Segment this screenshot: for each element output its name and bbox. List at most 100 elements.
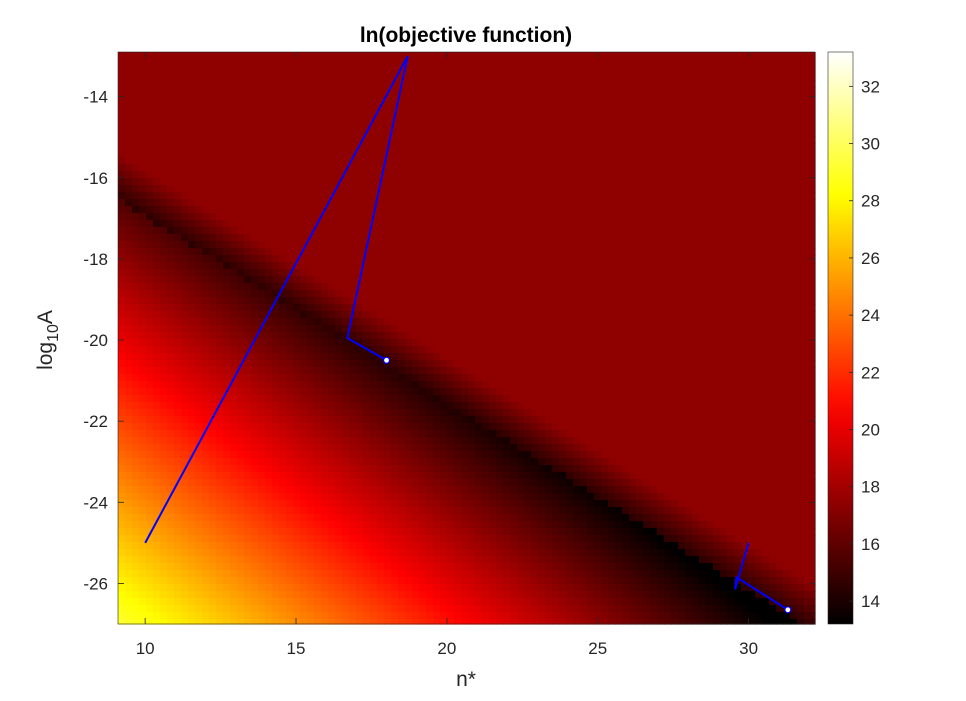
heatmap-cell bbox=[160, 143, 168, 151]
heatmap-cell bbox=[356, 451, 364, 459]
heatmap-cell bbox=[321, 507, 329, 515]
heatmap-cell bbox=[482, 297, 490, 305]
heatmap-cell bbox=[482, 332, 490, 340]
heatmap-cell bbox=[307, 528, 315, 536]
heatmap-cell bbox=[447, 136, 455, 144]
heatmap-cell bbox=[307, 605, 315, 613]
heatmap-cell bbox=[419, 101, 427, 109]
heatmap-cell bbox=[195, 388, 203, 396]
heatmap-cell bbox=[153, 59, 161, 67]
heatmap-cell bbox=[531, 185, 539, 193]
heatmap-cell bbox=[300, 563, 308, 571]
heatmap-cell bbox=[314, 290, 322, 298]
heatmap-cell bbox=[251, 507, 259, 515]
heatmap-cell bbox=[160, 584, 168, 592]
heatmap-cell bbox=[314, 101, 322, 109]
heatmap-cell bbox=[139, 339, 147, 347]
heatmap-cell bbox=[258, 549, 266, 557]
heatmap-cell bbox=[188, 500, 196, 508]
heatmap-cell bbox=[454, 178, 462, 186]
heatmap-cell bbox=[181, 52, 189, 60]
heatmap-cell bbox=[468, 577, 476, 585]
heatmap-cell bbox=[440, 458, 448, 466]
heatmap-cell bbox=[258, 87, 266, 95]
heatmap-cell bbox=[293, 115, 301, 123]
heatmap-cell bbox=[293, 255, 301, 263]
heatmap-cell bbox=[496, 486, 504, 494]
heatmap-cell bbox=[209, 234, 217, 242]
heatmap-cell bbox=[139, 619, 147, 625]
heatmap-cell bbox=[202, 381, 210, 389]
heatmap-cell bbox=[146, 430, 154, 438]
heatmap-cell bbox=[314, 192, 322, 200]
heatmap-cell bbox=[160, 605, 168, 613]
heatmap-cell bbox=[146, 360, 154, 368]
heatmap-cell bbox=[286, 276, 294, 284]
heatmap-cell bbox=[356, 178, 364, 186]
heatmap-cell bbox=[293, 619, 301, 625]
heatmap-cell bbox=[496, 521, 504, 529]
heatmap-cell bbox=[181, 367, 189, 375]
heatmap-cell bbox=[307, 444, 315, 452]
heatmap-cell bbox=[349, 234, 357, 242]
heatmap-cell bbox=[405, 353, 413, 361]
heatmap-cell bbox=[286, 409, 294, 417]
heatmap-cell bbox=[475, 185, 483, 193]
heatmap-cell bbox=[370, 101, 378, 109]
heatmap-cell bbox=[349, 80, 357, 88]
heatmap-cell bbox=[146, 199, 154, 207]
heatmap-cell bbox=[510, 311, 518, 319]
heatmap-cell bbox=[314, 353, 322, 361]
heatmap-cell bbox=[496, 570, 504, 578]
heatmap-cell bbox=[146, 472, 154, 480]
heatmap-cell bbox=[503, 612, 511, 620]
heatmap-cell bbox=[139, 416, 147, 424]
heatmap-cell bbox=[237, 129, 245, 137]
heatmap-cell bbox=[475, 402, 483, 410]
heatmap-cell bbox=[489, 542, 497, 550]
heatmap-cell bbox=[265, 619, 273, 625]
heatmap-cell bbox=[244, 206, 252, 214]
heatmap-cell bbox=[230, 493, 238, 501]
heatmap-cell bbox=[314, 591, 322, 599]
heatmap-cell bbox=[230, 234, 238, 242]
heatmap-cell bbox=[335, 276, 343, 284]
heatmap-cell bbox=[132, 332, 140, 340]
heatmap-cell bbox=[202, 311, 210, 319]
heatmap-cell bbox=[237, 374, 245, 382]
heatmap-cell bbox=[188, 437, 196, 445]
heatmap-cell bbox=[258, 360, 266, 368]
heatmap-cell bbox=[202, 255, 210, 263]
heatmap-cell bbox=[314, 171, 322, 179]
heatmap-cell bbox=[468, 479, 476, 487]
heatmap-cell bbox=[244, 381, 252, 389]
heatmap-cell bbox=[202, 199, 210, 207]
heatmap-cell bbox=[496, 465, 504, 473]
heatmap-cell bbox=[503, 395, 511, 403]
heatmap-cell bbox=[447, 150, 455, 158]
heatmap-cell bbox=[209, 318, 217, 326]
heatmap-cell bbox=[489, 234, 497, 242]
heatmap-cell bbox=[132, 192, 140, 200]
heatmap-cell bbox=[384, 108, 392, 116]
heatmap-cell bbox=[209, 563, 217, 571]
heatmap-cell bbox=[447, 206, 455, 214]
heatmap-cell bbox=[202, 332, 210, 340]
heatmap-cell bbox=[139, 563, 147, 571]
heatmap-cell bbox=[139, 143, 147, 151]
heatmap-cell bbox=[321, 416, 329, 424]
heatmap-cell bbox=[531, 507, 539, 515]
heatmap-cell bbox=[272, 311, 280, 319]
heatmap-cell bbox=[524, 248, 532, 256]
heatmap-cell bbox=[419, 311, 427, 319]
heatmap-cell bbox=[293, 171, 301, 179]
heatmap-cell bbox=[174, 514, 182, 522]
heatmap-cell bbox=[433, 598, 441, 606]
heatmap-cell bbox=[503, 199, 511, 207]
heatmap-cell bbox=[454, 598, 462, 606]
heatmap-cell bbox=[300, 458, 308, 466]
heatmap-cell bbox=[503, 542, 511, 550]
heatmap-cell bbox=[300, 311, 308, 319]
heatmap-cell bbox=[363, 227, 371, 235]
heatmap-cell bbox=[517, 87, 525, 95]
